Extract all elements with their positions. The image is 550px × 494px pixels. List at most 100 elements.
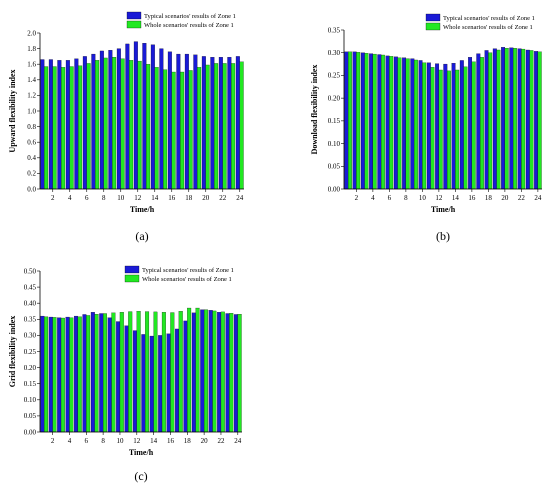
bar-0-s0-21 — [210, 57, 215, 190]
bar-0-s0-15 — [159, 48, 164, 190]
bar-2-s1-1 — [44, 316, 49, 433]
y-tick-label-1-6: 0.30 — [328, 49, 341, 57]
bar-0-s0-14 — [150, 44, 155, 190]
bar-0-s1-4 — [69, 66, 74, 190]
bar-0-s1-24 — [239, 61, 244, 190]
bar-0-s0-2 — [48, 59, 53, 190]
bar-0-s1-8 — [103, 57, 108, 190]
bar-0-s1-19 — [197, 67, 202, 190]
x-tick-label-1-2: 6 — [388, 194, 392, 202]
y-tick-label-0-7: 1.4 — [27, 76, 36, 84]
bar-0-s0-19 — [193, 54, 198, 190]
bar-2-s1-4 — [69, 317, 74, 433]
x-axis-label-0: Time/h — [130, 205, 155, 214]
bar-1-s1-12 — [438, 69, 443, 190]
bar-2-s0-6 — [82, 314, 87, 433]
bar-2-s1-5 — [77, 316, 82, 433]
x-tick-label-1-7: 16 — [468, 194, 476, 202]
bar-0-s1-5 — [78, 65, 83, 190]
x-tick-label-2-9: 20 — [201, 437, 209, 445]
bar-0-s0-10 — [116, 48, 121, 190]
y-tick-label-2-2: 0.10 — [24, 396, 37, 404]
bar-1-s1-15 — [463, 66, 468, 190]
y-tick-label-0-6: 1.2 — [27, 92, 36, 100]
bar-2-s0-16 — [166, 333, 171, 433]
bar-2-s0-21 — [208, 310, 213, 433]
bar-0-s0-20 — [201, 56, 206, 190]
bar-0-s1-20 — [205, 64, 210, 190]
x-axis-label-2: Time/h — [129, 448, 154, 457]
bar-2-s1-7 — [94, 314, 99, 433]
bar-0-s0-13 — [142, 43, 147, 190]
bar-2-s0-10 — [116, 321, 121, 433]
y-tick-label-1-4: 0.20 — [328, 94, 341, 102]
bar-0-s0-24 — [235, 56, 240, 190]
bar-0-s0-17 — [176, 53, 181, 190]
x-tick-label-0-2: 6 — [85, 194, 89, 202]
bar-2-s0-13 — [141, 334, 146, 433]
bar-1-s0-24 — [534, 51, 539, 190]
bar-0-s0-12 — [133, 41, 138, 190]
legend-label-2-0: Typical scenarios' results of Zone 1 — [142, 267, 234, 274]
x-tick-label-1-4: 10 — [419, 194, 427, 202]
panel-label-0: (a) — [135, 229, 148, 243]
bar-0-s1-12 — [137, 60, 142, 190]
x-tick-label-2-1: 4 — [68, 437, 72, 445]
x-tick-label-0-6: 14 — [151, 194, 159, 202]
y-tick-label-2-1: 0.05 — [24, 412, 37, 420]
y-tick-label-2-9: 0.45 — [24, 283, 37, 291]
y-tick-label-0-3: 0.6 — [27, 139, 36, 147]
bar-1-s0-13 — [443, 63, 448, 190]
bar-2-s0-17 — [175, 328, 179, 433]
y-tick-label-0-8: 1.6 — [27, 61, 36, 69]
x-tick-label-2-2: 6 — [85, 437, 89, 445]
y-tick-label-2-7: 0.35 — [24, 316, 37, 324]
bar-0-s0-16 — [167, 51, 172, 190]
x-tick-label-0-1: 4 — [68, 194, 72, 202]
bar-2-s0-18 — [183, 320, 188, 433]
bar-1-s1-20 — [504, 48, 509, 190]
bar-0-s0-9 — [108, 50, 113, 190]
bar-0-s0-11 — [125, 43, 130, 190]
bar-2-s1-11 — [128, 311, 133, 433]
y-tick-label-2-3: 0.15 — [24, 380, 37, 388]
bar-2-s0-5 — [74, 315, 78, 433]
legend-swatch-2-0 — [124, 265, 140, 274]
bar-0-s0-23 — [227, 57, 232, 190]
bar-1-s1-4 — [372, 53, 377, 190]
y-tick-label-0-1: 0.2 — [27, 170, 36, 178]
bar-2-s0-9 — [107, 317, 112, 433]
bar-1-s1-23 — [529, 50, 534, 190]
bar-2-s0-14 — [149, 335, 154, 433]
x-tick-label-2-6: 14 — [150, 437, 158, 445]
bar-0-s1-16 — [171, 71, 176, 190]
bar-0-s0-8 — [99, 50, 104, 190]
bar-1-s1-16 — [471, 61, 476, 190]
x-tick-label-0-11: 24 — [236, 194, 244, 202]
bar-1-s1-18 — [488, 52, 493, 190]
bar-2-s1-19 — [195, 307, 200, 433]
bar-0-s0-1 — [40, 59, 45, 190]
bar-0-s1-9 — [112, 57, 117, 190]
bar-2-s0-20 — [200, 309, 205, 433]
bar-0-s1-15 — [163, 69, 168, 190]
y-tick-label-2-5: 0.25 — [24, 348, 37, 356]
legend-label-0-1: Whole scenarios' results of Zone 1 — [144, 22, 234, 29]
bar-1-s1-17 — [480, 57, 484, 190]
y-tick-label-1-3: 0.15 — [328, 117, 341, 125]
bar-0-s1-17 — [180, 71, 185, 190]
y-tick-label-2-8: 0.40 — [24, 300, 37, 308]
bar-1-s0-8 — [402, 57, 407, 190]
x-tick-label-1-8: 18 — [485, 194, 493, 202]
bar-1-s0-23 — [525, 49, 530, 190]
bar-0-s1-3 — [61, 67, 66, 190]
x-tick-label-2-7: 16 — [167, 437, 175, 445]
y-axis-label-1: Download flexibility index — [310, 65, 319, 155]
legend-swatch-1-1 — [425, 22, 441, 31]
bar-1-s1-22 — [521, 48, 526, 190]
legend-swatch-2-1 — [124, 274, 140, 283]
bar-0-s1-1 — [44, 66, 49, 190]
bar-1-s1-14 — [455, 69, 460, 190]
bar-1-s0-22 — [517, 48, 522, 190]
